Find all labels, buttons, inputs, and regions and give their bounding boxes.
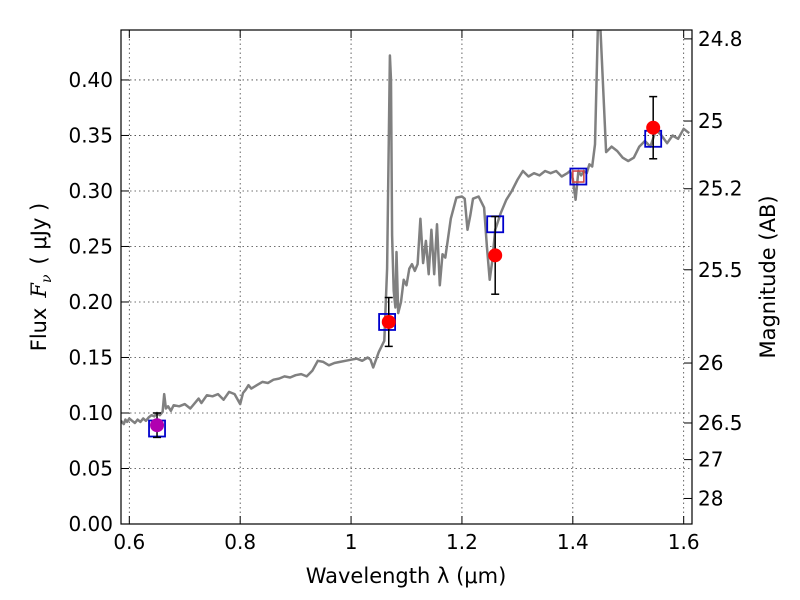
right-tick-label: 27 xyxy=(698,448,723,472)
model-box xyxy=(569,167,588,186)
observed-point xyxy=(646,120,661,135)
right-axis-label: Magnitude (AB) xyxy=(756,195,780,358)
x-tick-label: 1.4 xyxy=(557,530,589,554)
x-axis-label: Wavelength λ (μm) xyxy=(306,564,507,588)
observed-point xyxy=(488,248,503,263)
x-tick-label: 1.6 xyxy=(668,530,700,554)
right-tick-label: 25 xyxy=(698,109,723,133)
x-tick-label: 1.2 xyxy=(446,530,478,554)
x-tick-label: 0.6 xyxy=(113,530,145,554)
y-tick-label: 0.20 xyxy=(68,290,113,314)
right-tick-label: 26 xyxy=(698,351,723,375)
y-tick-label: 0.05 xyxy=(68,456,113,480)
y-tick-label: 0.25 xyxy=(68,234,113,258)
observed-point xyxy=(150,418,165,433)
model-box-inner xyxy=(572,170,585,183)
right-tick-label: 24.8 xyxy=(698,27,743,51)
y-tick-label: 0.00 xyxy=(68,512,113,536)
y-tick-label: 0.35 xyxy=(68,123,113,147)
right-tick-label: 25.2 xyxy=(698,177,743,201)
y-tick-label: 0.40 xyxy=(68,68,113,92)
x-tick-label: 1 xyxy=(345,530,358,554)
spectrum-layer xyxy=(121,30,690,426)
observed-point xyxy=(381,314,396,329)
spectrum-line xyxy=(121,30,690,426)
x-tick-label: 0.8 xyxy=(224,530,256,554)
tick-layer: 0.6 0.8 1 1.2 1.4 1.6 0.00 0.05 0.10 0.15 0.20 0.25… xyxy=(68,27,742,554)
right-tick-label: 26.5 xyxy=(698,411,743,435)
y-axis-label-symbol: F xyxy=(27,282,51,299)
marker-layer xyxy=(148,95,663,439)
y-tick-label: 0.10 xyxy=(68,401,113,425)
right-tick-label: 28 xyxy=(698,486,723,510)
y-tick-label: 0.30 xyxy=(68,179,113,203)
y-axis-label-prefix: Flux xyxy=(27,308,51,352)
plot-frame xyxy=(120,29,693,525)
grid-layer xyxy=(121,30,692,525)
y-axis-label-subscript: ν xyxy=(39,274,55,283)
y-axis-label-unit: ( μJy ) xyxy=(27,203,51,265)
right-tick-label: 25.5 xyxy=(698,258,743,282)
y-axis-label: Flux Fν ( μJy ) xyxy=(27,203,55,351)
y-tick-label: 0.15 xyxy=(68,345,113,369)
